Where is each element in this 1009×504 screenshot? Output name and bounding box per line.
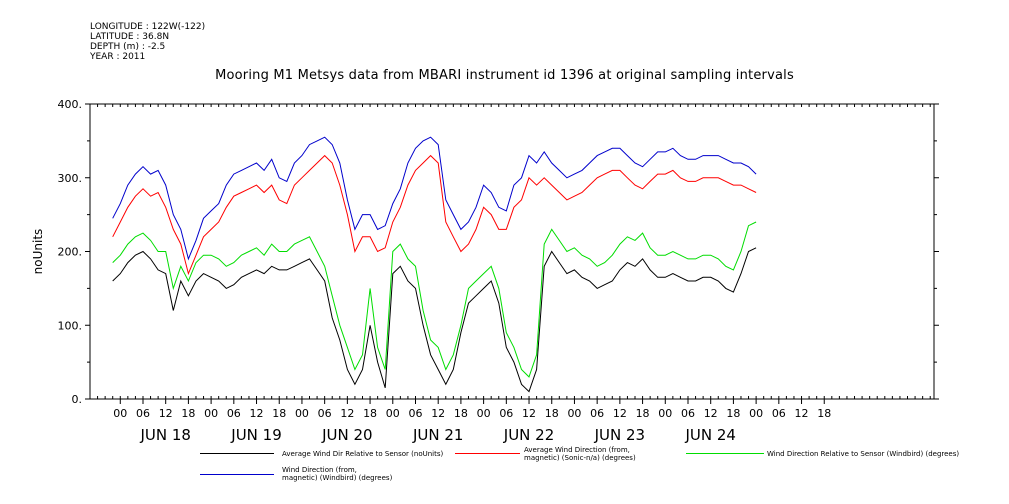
x-tick-label: 00 bbox=[749, 407, 763, 420]
y-tick-label: 200. bbox=[58, 246, 83, 259]
legend-swatch-1 bbox=[200, 453, 274, 454]
x-day-label: JUN 22 bbox=[503, 426, 554, 444]
x-tick-label: 12 bbox=[340, 407, 354, 420]
y-axis-label: noUnits bbox=[31, 229, 45, 275]
x-tick-label: 00 bbox=[295, 407, 309, 420]
x-tick-label: 18 bbox=[454, 407, 468, 420]
y-tick-label: 400. bbox=[58, 98, 83, 111]
x-day-label: JUN 18 bbox=[139, 426, 190, 444]
x-tick-label: 12 bbox=[704, 407, 718, 420]
x-tick-label: 18 bbox=[181, 407, 195, 420]
x-tick-label: 00 bbox=[477, 407, 491, 420]
x-tick-label: 00 bbox=[386, 407, 400, 420]
legend-swatch-4 bbox=[200, 474, 274, 475]
series-line-2 bbox=[112, 154, 757, 276]
legend-label-2: Average Wind Direction (from, magnetic) … bbox=[524, 446, 636, 462]
x-tick-label: 00 bbox=[113, 407, 127, 420]
latitude-label: LATITUDE : 36.8N bbox=[90, 32, 170, 42]
x-tick-label: 18 bbox=[363, 407, 377, 420]
metadata-block: LONGITUDE : 122W(-122) LATITUDE : 36.8N … bbox=[90, 22, 205, 62]
x-tick-label: 00 bbox=[204, 407, 218, 420]
x-day-label: JUN 19 bbox=[230, 426, 281, 444]
legend-label-3: Wind Direction Relative to Sensor (Windb… bbox=[767, 450, 960, 458]
y-tick-label: 300. bbox=[58, 172, 83, 185]
x-day-label: JUN 20 bbox=[321, 426, 372, 444]
series-line-3 bbox=[112, 221, 757, 378]
x-tick-label: 12 bbox=[250, 407, 264, 420]
x-tick-label: 18 bbox=[272, 407, 286, 420]
series-line-4 bbox=[112, 136, 757, 261]
x-tick-label: 18 bbox=[726, 407, 740, 420]
depth-label: DEPTH (m) : -2.5 bbox=[90, 42, 166, 52]
legend-swatch-3 bbox=[686, 453, 764, 454]
y-tick-label: 100. bbox=[58, 319, 83, 332]
x-tick-label: 18 bbox=[817, 407, 831, 420]
x-day-label: JUN 23 bbox=[594, 426, 645, 444]
x-tick-label: 06 bbox=[681, 407, 695, 420]
x-tick-label: 06 bbox=[408, 407, 422, 420]
y-tick-label: 0. bbox=[72, 393, 83, 406]
x-day-label: JUN 24 bbox=[684, 426, 735, 444]
x-tick-label: 00 bbox=[567, 407, 581, 420]
x-tick-label: 12 bbox=[795, 407, 809, 420]
x-tick-label: 12 bbox=[613, 407, 627, 420]
x-day-label: JUN 21 bbox=[412, 426, 463, 444]
x-tick-label: 06 bbox=[499, 407, 513, 420]
x-tick-label: 06 bbox=[227, 407, 241, 420]
year-label: YEAR : 2011 bbox=[90, 52, 146, 62]
legend-label-4: Wind Direction (from, magnetic) (Windbir… bbox=[282, 466, 393, 482]
x-tick-label: 12 bbox=[522, 407, 536, 420]
legend-label-1: Average Wind Dir Relative to Sensor (noU… bbox=[282, 450, 444, 458]
x-tick-label: 06 bbox=[590, 407, 604, 420]
x-tick-label: 18 bbox=[545, 407, 559, 420]
x-tick-label: 12 bbox=[431, 407, 445, 420]
plot-frame bbox=[89, 103, 935, 400]
series-line-1 bbox=[112, 247, 757, 393]
x-tick-label: 06 bbox=[136, 407, 150, 420]
x-tick-label: 00 bbox=[658, 407, 672, 420]
chart-title: Mooring M1 Metsys data from MBARI instru… bbox=[215, 68, 794, 83]
x-tick-label: 06 bbox=[318, 407, 332, 420]
x-tick-label: 18 bbox=[636, 407, 650, 420]
legend-swatch-2 bbox=[455, 453, 520, 454]
x-tick-label: 06 bbox=[772, 407, 786, 420]
x-tick-label: 12 bbox=[159, 407, 173, 420]
longitude-label: LONGITUDE : 122W(-122) bbox=[90, 22, 206, 32]
